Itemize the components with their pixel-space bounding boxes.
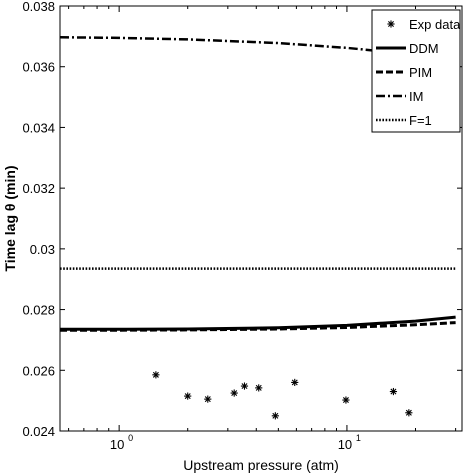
x-axis-ticks: 10 0 10 1 bbox=[68, 6, 457, 452]
x-tick-label: 10 bbox=[110, 437, 124, 452]
exp-data-point bbox=[342, 396, 350, 404]
exp-data-point bbox=[405, 409, 413, 417]
legend: Exp data DDM PIM IM F=1 bbox=[371, 9, 461, 133]
y-tick-label: 0.038 bbox=[22, 0, 55, 14]
y-tick-label: 0.03 bbox=[30, 242, 55, 257]
exp-data-point bbox=[184, 392, 192, 400]
legend-item: IM bbox=[376, 89, 423, 104]
legend-label: Exp data bbox=[409, 17, 461, 32]
series-layer bbox=[59, 36, 456, 420]
legend-label: PIM bbox=[409, 65, 432, 80]
legend-item: F=1 bbox=[376, 113, 432, 128]
exp-data-point bbox=[271, 412, 279, 420]
legend-label: F=1 bbox=[409, 113, 432, 128]
x-tick-exponent: 1 bbox=[356, 433, 361, 443]
series-pim-line bbox=[60, 321, 456, 332]
exp-data-point bbox=[204, 395, 212, 403]
legend-label: DDM bbox=[409, 41, 439, 56]
y-tick-label: 0.034 bbox=[22, 120, 55, 135]
y-tick-label: 0.026 bbox=[22, 363, 55, 378]
series-ddm-line bbox=[60, 315, 456, 331]
exp-data-point bbox=[230, 389, 238, 397]
exp-data-point bbox=[389, 387, 398, 396]
y-tick-label: 0.024 bbox=[22, 424, 55, 439]
y-axis-ticks: 0.024 0.026 0.028 0.03 0.032 0.034 0.036 0.038 bbox=[22, 0, 462, 439]
x-axis-label: Upstream pressure (atm) bbox=[183, 457, 339, 473]
x-tick-exponent: 0 bbox=[128, 433, 133, 443]
legend-item: Exp data bbox=[387, 17, 461, 32]
y-tick-label: 0.028 bbox=[22, 303, 55, 318]
legend-item: DDM bbox=[376, 41, 439, 56]
exp-data-point bbox=[240, 382, 249, 390]
y-tick-label: 0.036 bbox=[22, 60, 55, 75]
series-exp-data bbox=[152, 371, 413, 420]
exp-data-point bbox=[291, 378, 299, 387]
series-im-line bbox=[59, 36, 456, 59]
x-tick-label: 10 bbox=[338, 437, 352, 452]
exp-data-point bbox=[255, 384, 263, 392]
y-axis-label: Time lag θ (min) bbox=[2, 165, 18, 271]
legend-label: IM bbox=[409, 89, 423, 104]
legend-item: PIM bbox=[376, 65, 432, 80]
y-tick-label: 0.032 bbox=[22, 181, 55, 196]
plot-frame bbox=[59, 5, 463, 432]
exp-data-point bbox=[152, 371, 160, 379]
